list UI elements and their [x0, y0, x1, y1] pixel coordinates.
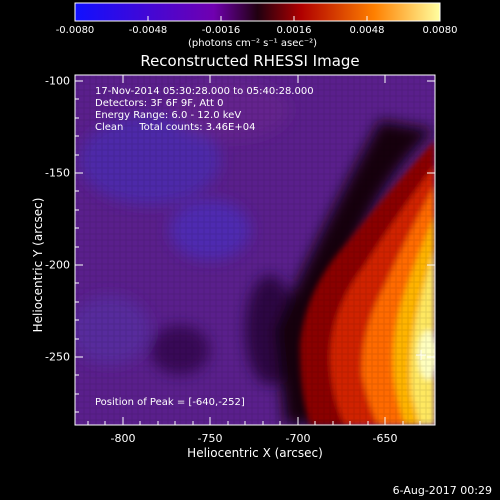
colorbar-tick-label: 0.0016 — [276, 25, 312, 36]
colorbar-tick-label: -0.0048 — [128, 25, 168, 36]
colorbar-tick-label: 0.0048 — [349, 25, 385, 36]
colorbar-units: (photons cm⁻² s⁻¹ asec⁻²) — [188, 38, 318, 49]
info-clean-counts: Clean Total counts: 3.46E+04 — [95, 122, 256, 133]
y-tick-label: -150 — [45, 166, 70, 180]
colorbar-tick-label: -0.0080 — [55, 25, 95, 36]
x-axis-label: Heliocentric X (arcsec) — [187, 446, 323, 460]
colorbar-tick-label: -0.0016 — [201, 25, 241, 36]
y-axis-label: Heliocentric Y (arcsec) — [31, 197, 45, 333]
plot-frame — [74, 74, 436, 426]
y-tick-label: -250 — [45, 350, 70, 364]
colorbar-tick-label: 0.0080 — [422, 25, 458, 36]
info-energy-range: Energy Range: 6.0 - 12.0 keV — [95, 110, 242, 121]
x-tick-label: -800 — [110, 432, 136, 445]
x-tick-label: -700 — [285, 432, 311, 445]
y-tick-label: -200 — [45, 258, 70, 272]
axis-ticks — [75, 75, 435, 425]
x-tick-label: -650 — [372, 432, 398, 445]
info-time-range: 17-Nov-2014 05:30:28.000 to 05:40:28.000 — [95, 86, 314, 97]
peak-marker — [416, 350, 426, 360]
y-tick-label: -100 — [45, 74, 70, 88]
peak-position-label: Position of Peak = [-640,-252] — [95, 397, 245, 408]
colorbar-tick-marks — [74, 16, 441, 21]
x-tick-label: -750 — [197, 432, 223, 445]
rhessi-image — [75, 75, 435, 425]
colorbar — [74, 2, 441, 22]
info-detectors: Detectors: 3F 6F 9F, Att 0 — [95, 98, 224, 109]
footer-date: 6-Aug-2017 00:29 — [392, 484, 492, 497]
axis-minor-ticks — [75, 98, 421, 425]
plot-title: Reconstructed RHESSI Image — [140, 52, 360, 70]
